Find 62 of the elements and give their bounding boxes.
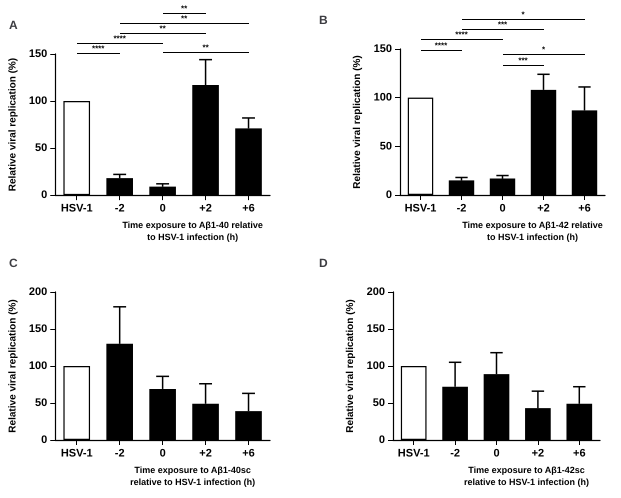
y-tick-label: 50 — [35, 142, 48, 154]
x-tick-label: HSV-1 — [404, 202, 436, 214]
chart-title: A — [9, 18, 18, 32]
x-tick-label: +2 — [199, 202, 212, 215]
significance-bracket: * — [502, 46, 584, 55]
y-tick-label: 0 — [41, 189, 48, 202]
y-tick-label: 50 — [380, 140, 392, 152]
x-tick-label: HSV-1 — [398, 448, 430, 460]
x-tick-label: 0 — [493, 448, 500, 460]
y-tick-label: 100 — [374, 92, 392, 104]
x-tick-label: +6 — [242, 448, 255, 460]
y-axis-title: Relative viral replication (%) — [8, 299, 18, 433]
x-tick-label: +2 — [532, 448, 544, 460]
x-tick-label: -2 — [450, 448, 460, 460]
y-tick-label: 200 — [28, 286, 48, 298]
significance-bracket: **** — [420, 42, 462, 51]
x-tick-label: +2 — [199, 448, 212, 460]
x-tick-label: 0 — [499, 202, 506, 214]
y-tick-label: 50 — [35, 397, 48, 409]
y-tick-label: 150 — [366, 323, 385, 335]
significance-bracket: ** — [120, 15, 249, 24]
y-axis-title: Relative viral replication (%) — [8, 58, 18, 192]
x-tick-label: 0 — [160, 448, 166, 460]
x-tick-label: HSV-1 — [60, 448, 93, 460]
y-tick-label: 50 — [372, 397, 385, 409]
x-axis-title: Time exposure to Aβ1-42sc relative to HSV-1 infection (h) — [464, 464, 590, 487]
x-tick-label: +6 — [578, 202, 591, 214]
x-tick-label: -2 — [114, 202, 125, 215]
y-tick-label: 0 — [378, 434, 385, 446]
y-tick-label: 100 — [28, 360, 48, 372]
y-tick-label: 100 — [366, 360, 385, 372]
significance-bracket: **** — [76, 45, 120, 54]
y-axis-title: Relative viral replication (%) — [345, 299, 356, 433]
significance-bracket: **** — [76, 35, 163, 44]
x-axis-title: Time exposure to Aβ1-40sc relative to HSV-1 infection (h) — [130, 464, 256, 487]
x-tick-label: HSV-1 — [60, 202, 93, 215]
y-tick-label: 0 — [41, 434, 48, 446]
x-tick-label: 0 — [160, 202, 166, 215]
x-axis-title: Time exposure to Aβ1-42 relative to HSV-1 infection (h) — [462, 220, 603, 242]
x-tick-label: +6 — [573, 448, 586, 460]
significance-bracket: * — [462, 11, 584, 20]
significance-bracket: ** — [120, 25, 206, 34]
y-tick-label: 200 — [366, 286, 385, 298]
chart-title: D — [319, 256, 328, 270]
y-tick-label: 0 — [386, 189, 392, 201]
x-tick-label: -2 — [456, 202, 466, 214]
significance-bracket: *** — [462, 21, 544, 30]
chart-title: B — [319, 13, 328, 27]
x-axis-title: Time exposure to Aβ1-40 relative to HSV-1 infection (h) — [122, 220, 263, 242]
y-tick-label: 150 — [28, 323, 48, 335]
x-tick-label: +6 — [242, 202, 255, 215]
significance-bracket: ** — [162, 5, 206, 14]
y-tick-label: 150 — [28, 48, 48, 60]
y-tick-label: 150 — [374, 43, 392, 55]
significance-bracket: *** — [502, 57, 544, 66]
x-tick-label: -2 — [114, 448, 125, 460]
significance-bracket: ** — [162, 44, 249, 53]
y-tick-label: 100 — [28, 95, 48, 108]
significance-bracket: **** — [420, 31, 502, 40]
y-axis-title: Relative viral replication (%) — [352, 55, 364, 189]
chart-title: C — [9, 256, 18, 270]
x-tick-label: +2 — [537, 202, 550, 214]
